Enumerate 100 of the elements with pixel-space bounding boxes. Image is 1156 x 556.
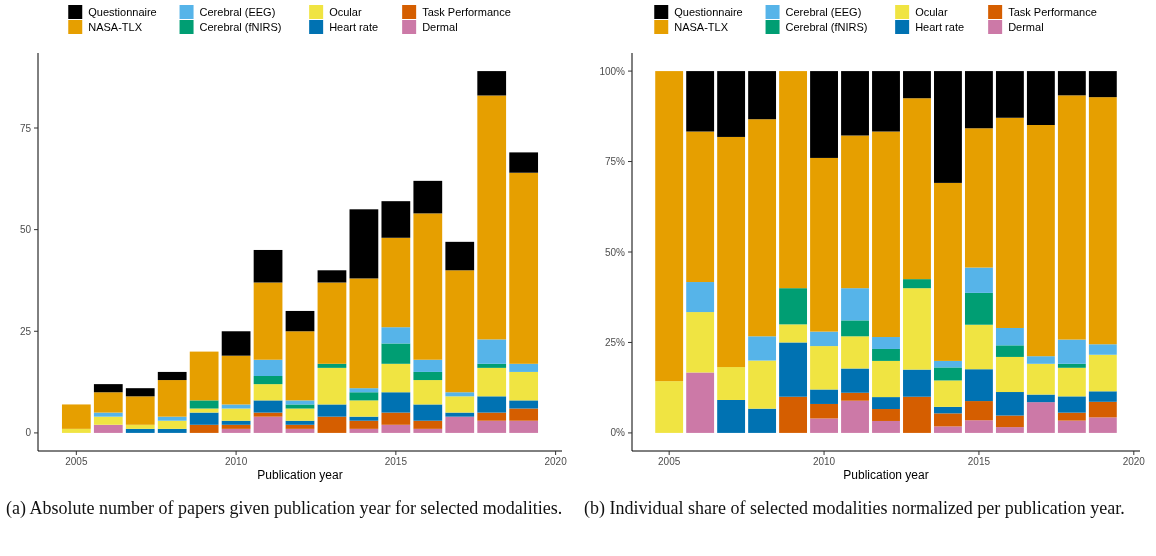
bar (1088, 344, 1117, 355)
bar (964, 369, 993, 402)
bar (413, 420, 443, 429)
bar (381, 327, 411, 344)
bar (221, 420, 251, 425)
bar (1088, 401, 1117, 418)
y-tick-label: 75% (604, 156, 626, 168)
bar (477, 339, 507, 364)
bar (841, 71, 869, 136)
bar (995, 71, 1024, 118)
bar (61, 404, 91, 429)
bar (317, 282, 347, 364)
bar (686, 131, 715, 283)
bar (1088, 97, 1117, 345)
bar (285, 408, 315, 421)
bar (189, 412, 219, 425)
bar (964, 128, 993, 268)
bar (221, 331, 251, 356)
text: (b) Individual share of selected modalities normalized per publication year. (584, 497, 1126, 520)
bar (189, 424, 219, 433)
bar (810, 346, 838, 390)
bar (872, 337, 900, 349)
bar (903, 279, 931, 289)
bar (995, 427, 1024, 433)
bar (413, 359, 443, 372)
bar (717, 71, 746, 137)
bar (189, 351, 219, 401)
legend-label: NASA-TLX (88, 21, 143, 33)
bar (1088, 391, 1117, 402)
legend-label: Questionnaire (674, 6, 743, 18)
bar (964, 324, 993, 370)
bar (317, 404, 347, 417)
x-tick-label: 2015 (384, 456, 408, 467)
bar (903, 98, 931, 280)
bar (1057, 412, 1086, 421)
bar (413, 180, 443, 214)
bar (717, 367, 746, 400)
bar (477, 363, 507, 368)
bar (189, 400, 219, 409)
bar (509, 420, 539, 433)
legend-label: Dermal (422, 21, 458, 33)
bar (349, 278, 379, 389)
bar (841, 288, 869, 321)
bar (253, 412, 283, 417)
bar (841, 392, 869, 401)
legend-label: Cerebral (fNIRS) (785, 21, 868, 33)
bar (413, 428, 443, 433)
bar (1057, 71, 1086, 96)
bar (93, 424, 123, 433)
bar (445, 412, 475, 417)
bar (717, 136, 746, 368)
bar (253, 384, 283, 401)
bar (477, 95, 507, 340)
bar (157, 371, 187, 381)
bar (93, 392, 123, 413)
bar (477, 420, 507, 433)
legend-label: Dermal (1008, 21, 1044, 33)
bar (221, 408, 251, 421)
x-tick-label: 2010 (812, 456, 836, 467)
bar (125, 428, 155, 433)
bar (349, 209, 379, 279)
y-tick-label: 0% (610, 427, 626, 439)
bar (810, 71, 838, 158)
legend-label: Cerebral (EEG) (785, 6, 862, 18)
bar (841, 135, 869, 289)
bar (1026, 356, 1055, 364)
bar (1057, 339, 1086, 364)
bar (509, 408, 539, 421)
bar (509, 363, 539, 372)
bar (964, 71, 993, 129)
y-tick-label: 25% (604, 336, 626, 348)
bar (1057, 95, 1086, 340)
bar (349, 400, 379, 417)
legend-label: Ocular (915, 6, 948, 18)
bar (1057, 396, 1086, 413)
bar (381, 201, 411, 238)
x-tick-label: 2005 (658, 456, 681, 467)
bar (934, 380, 962, 407)
bar (285, 424, 315, 429)
bar (157, 416, 187, 421)
y-tick-label: 50% (604, 246, 626, 258)
bar (810, 418, 838, 433)
bar (477, 367, 507, 397)
x-tick-label: 2020 (544, 456, 568, 467)
bar (841, 320, 869, 337)
bar (285, 420, 315, 425)
bar (157, 428, 187, 433)
bar (872, 409, 900, 421)
bar (349, 392, 379, 401)
bar (748, 360, 777, 409)
bar (477, 412, 507, 421)
bar (349, 428, 379, 433)
bar (995, 392, 1024, 416)
bar (717, 399, 746, 433)
bar (1026, 363, 1055, 395)
bar (381, 412, 411, 425)
bar (349, 388, 379, 393)
bar (381, 343, 411, 364)
bar (413, 371, 443, 381)
bar (903, 396, 931, 433)
